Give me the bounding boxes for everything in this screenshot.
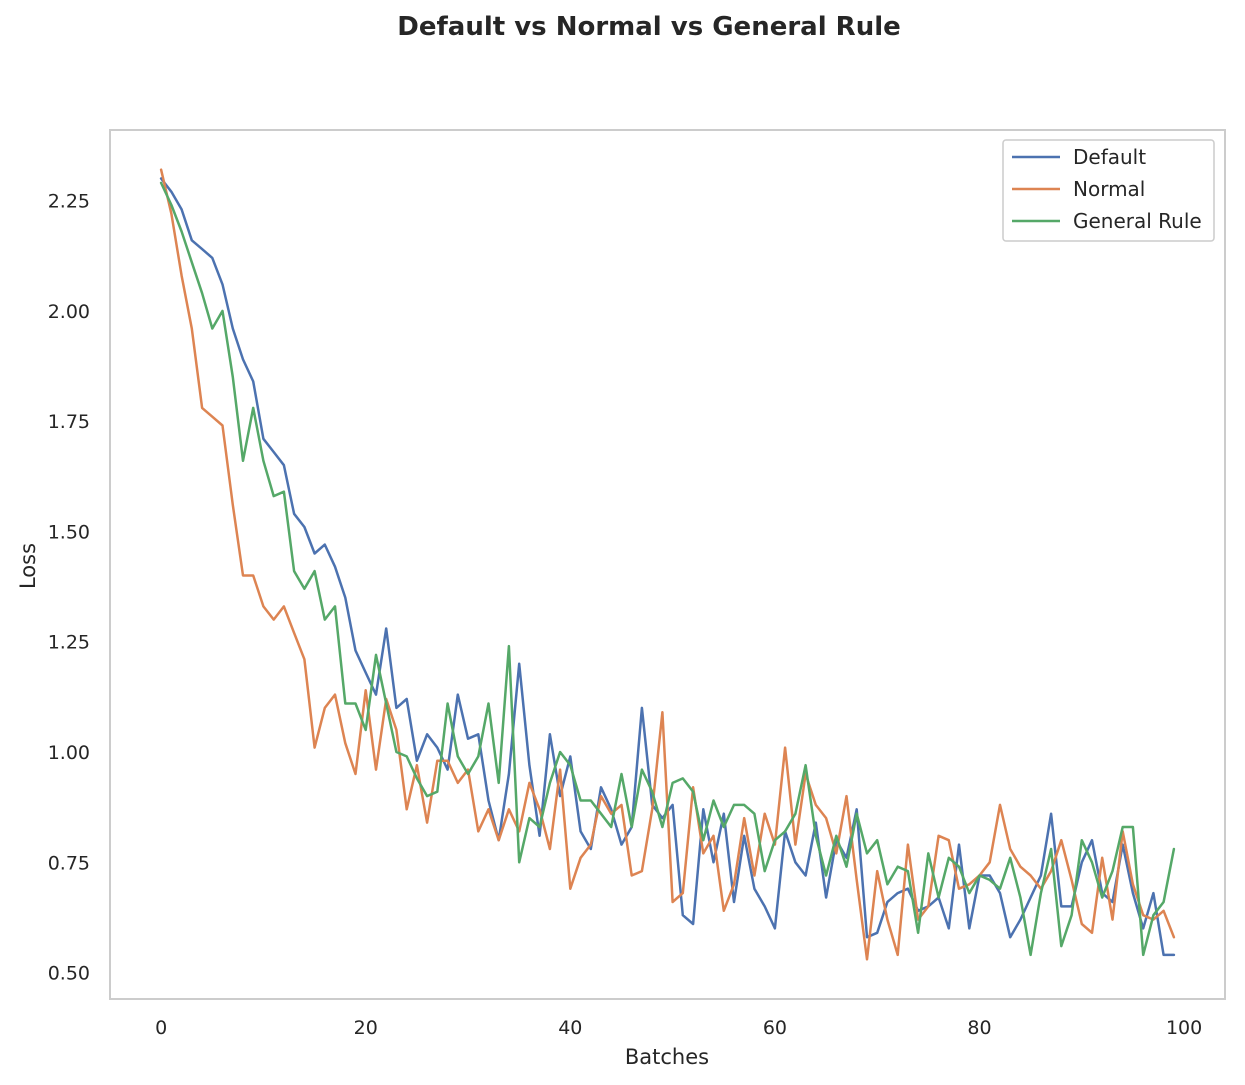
x-tick-label: 40 xyxy=(558,1017,582,1039)
x-tick-label: 80 xyxy=(967,1017,991,1039)
legend-label-normal: Normal xyxy=(1073,177,1145,201)
y-tick-label: 0.75 xyxy=(48,852,90,874)
x-tick-label: 20 xyxy=(354,1017,378,1039)
legend-label-general-rule: General Rule xyxy=(1073,209,1202,233)
series-layer xyxy=(159,168,1176,961)
legend: Default Normal General Rule xyxy=(1002,139,1215,242)
x-tick-label: 0 xyxy=(155,1017,167,1039)
y-tick-label: 2.00 xyxy=(48,301,90,323)
series-line-default xyxy=(159,177,1176,957)
legend-label-default: Default xyxy=(1073,145,1146,169)
plot-area-frame xyxy=(109,129,1226,1000)
series-line-normal xyxy=(159,168,1176,961)
y-axis-label: Loss xyxy=(16,543,40,589)
y-tick-label: 1.00 xyxy=(48,742,90,764)
y-axis-ticks: 0.50 0.75 1.00 1.25 1.50 1.75 2.00 2.25 xyxy=(48,191,90,985)
x-tick-label: 100 xyxy=(1166,1017,1202,1039)
y-tick-label: 1.75 xyxy=(48,411,90,433)
x-axis-label: Batches xyxy=(625,1045,709,1069)
y-tick-label: 1.25 xyxy=(48,632,90,654)
y-tick-label: 1.50 xyxy=(48,521,90,543)
series-line-general-rule xyxy=(159,181,1176,957)
y-tick-label: 2.25 xyxy=(48,191,90,213)
x-axis-ticks: 0 20 40 60 80 100 xyxy=(155,1017,1202,1039)
y-tick-label: 0.50 xyxy=(48,963,90,985)
chart-title: Default vs Normal vs General Rule xyxy=(397,12,901,42)
legend-box xyxy=(1002,139,1215,242)
x-tick-label: 60 xyxy=(763,1017,787,1039)
